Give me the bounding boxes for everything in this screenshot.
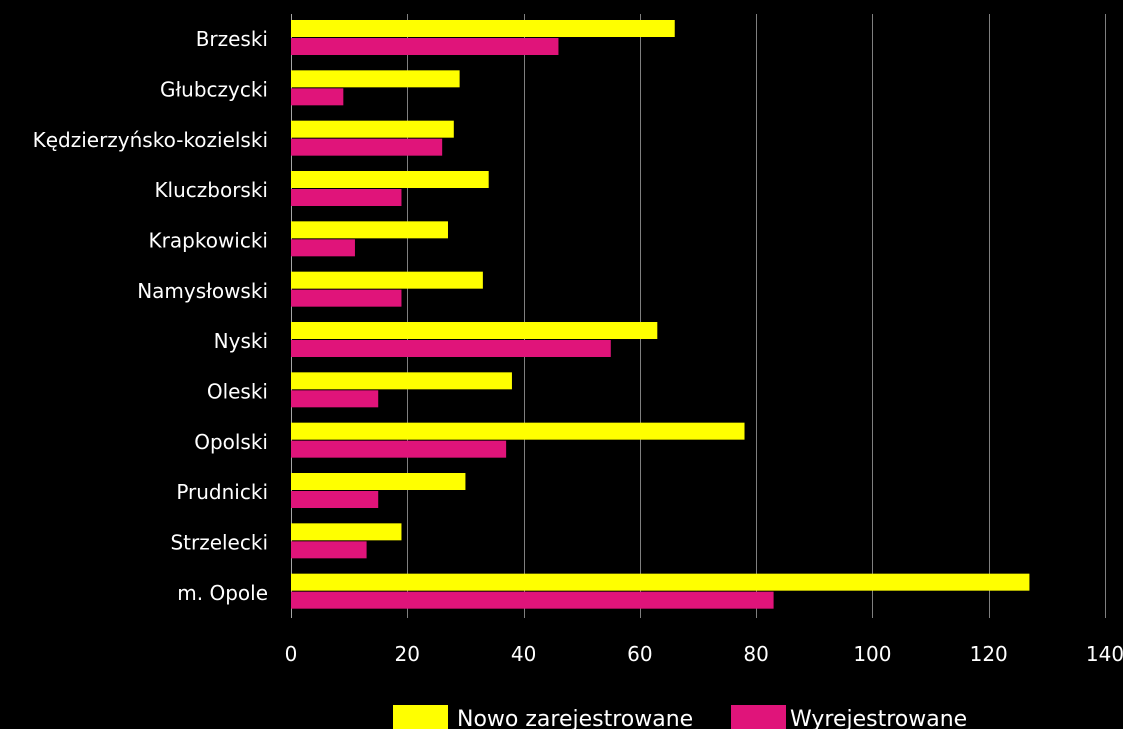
category-label: Kluczborski [154,178,268,202]
category-label: Strzelecki [170,531,268,555]
category-label: Namysłowski [137,279,268,303]
x-tick-label: 20 [395,642,420,666]
bar-new-7 [291,372,512,390]
category-label: Opolski [194,430,268,454]
bar-deregistered-1 [291,88,344,106]
bar-new-0 [291,20,675,37]
category-label: Głubczycki [160,78,268,102]
bar-deregistered-10 [291,541,367,559]
x-tick-label: 100 [853,642,891,666]
bar-new-2 [291,120,454,138]
legend: Nowo zarejestrowane Wyrejestrowane [393,705,967,729]
category-label: Brzeski [196,27,268,51]
x-tick-label: 140 [1086,642,1123,666]
category-label: m. Opole [177,581,268,605]
legend-swatch-deregistered [731,705,786,729]
bar-deregistered-8 [291,440,507,458]
x-tick-label: 120 [970,642,1008,666]
bar-deregistered-0 [291,38,559,55]
bar-new-11 [291,573,1030,591]
bar-deregistered-3 [291,189,402,206]
bar-new-6 [291,322,658,339]
legend-label-deregistered: Wyrejestrowane [790,707,967,729]
x-tick-labels: 0 20 40 60 80 100 120 140 [285,642,1123,666]
legend-swatch-new [393,705,448,729]
bar-deregistered-9 [291,491,379,508]
bars [291,20,1030,609]
bar-deregistered-5 [291,289,402,307]
category-label: Kędzierzyńsko-kozielski [33,128,268,152]
bar-new-5 [291,271,483,289]
bar-deregistered-6 [291,340,611,357]
bar-new-9 [291,473,466,490]
bar-new-1 [291,70,460,88]
category-label: Oleski [207,380,268,404]
bar-new-10 [291,523,402,541]
bar-deregistered-4 [291,239,355,257]
category-label: Nyski [214,329,268,353]
bar-deregistered-7 [291,390,379,408]
x-tick-label: 0 [285,642,298,666]
category-label: Prudnicki [176,480,268,504]
bar-new-8 [291,422,745,440]
bar-new-4 [291,221,448,239]
x-tick-label: 80 [743,642,768,666]
x-tick-label: 60 [627,642,652,666]
category-labels: Brzeski Głubczycki Kędzierzyńsko-kozielski… [33,27,268,605]
gridlines [291,14,1106,618]
bar-new-3 [291,171,489,188]
x-tick-label: 40 [511,642,536,666]
category-label: Krapkowicki [149,229,268,253]
legend-label-new: Nowo zarejestrowane [457,707,693,729]
bar-deregistered-2 [291,138,443,156]
bar-deregistered-11 [291,591,774,609]
